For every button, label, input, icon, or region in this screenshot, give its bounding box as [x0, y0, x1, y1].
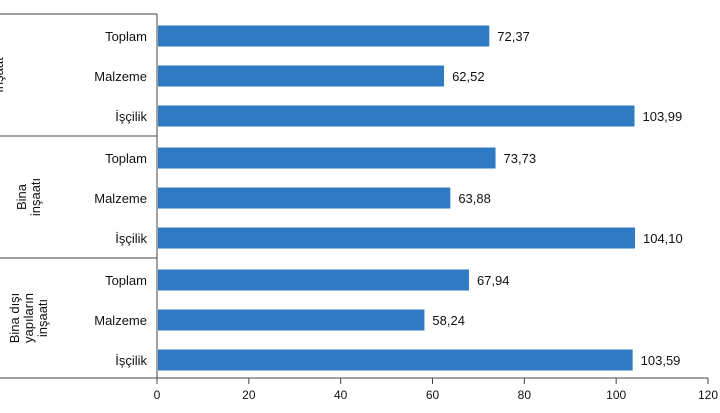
category-label: Toplam: [105, 151, 147, 166]
x-tick-label: 40: [334, 388, 348, 402]
x-tick-label: 100: [606, 388, 626, 402]
category-label: İşçilik: [115, 353, 147, 368]
bar: [158, 309, 425, 331]
category-label: Toplam: [105, 273, 147, 288]
bars: [158, 25, 635, 371]
x-tick-label: 0: [154, 388, 161, 402]
x-axis: 0 20 40 60 80 100 120: [0, 377, 718, 402]
x-tick-label: 80: [518, 388, 532, 402]
data-label: 73,73: [504, 151, 537, 166]
category-label: Malzeme: [94, 191, 147, 206]
x-tick-label: 120: [698, 388, 718, 402]
category-label: Toplam: [105, 29, 147, 44]
data-label: 103,99: [642, 109, 682, 124]
group-label: İnşaat: [0, 57, 6, 93]
bar: [158, 105, 635, 127]
category-label: İşçilik: [115, 109, 147, 124]
bar: [158, 349, 633, 371]
category-label: Malzeme: [94, 313, 147, 328]
data-label: 103,59: [641, 353, 681, 368]
group-label: Bina dışı: [7, 293, 22, 344]
data-label: 72,37: [497, 29, 530, 44]
group-label: inşaatı: [28, 178, 43, 216]
group-label: Bina: [14, 183, 29, 210]
group-label: inşaatı: [35, 299, 50, 337]
bar: [158, 187, 451, 209]
bar: [158, 65, 445, 87]
group-label: yapıların: [21, 293, 36, 343]
bar: [158, 25, 490, 47]
data-label: 62,52: [452, 69, 485, 84]
data-label: 67,94: [477, 273, 510, 288]
data-label: 63,88: [458, 191, 491, 206]
labels: İnşaat Toplam 72,37 Malzeme 62,52 İşçilik 103,…: [0, 29, 683, 368]
x-tick-label: 20: [242, 388, 256, 402]
bar: [158, 269, 469, 291]
data-label: 58,24: [432, 313, 465, 328]
category-label: Malzeme: [94, 69, 147, 84]
category-label: İşçilik: [115, 231, 147, 246]
data-label: 104,10: [643, 231, 683, 246]
bar: [158, 147, 496, 169]
bar: [158, 227, 635, 249]
x-tick-label: 60: [426, 388, 440, 402]
